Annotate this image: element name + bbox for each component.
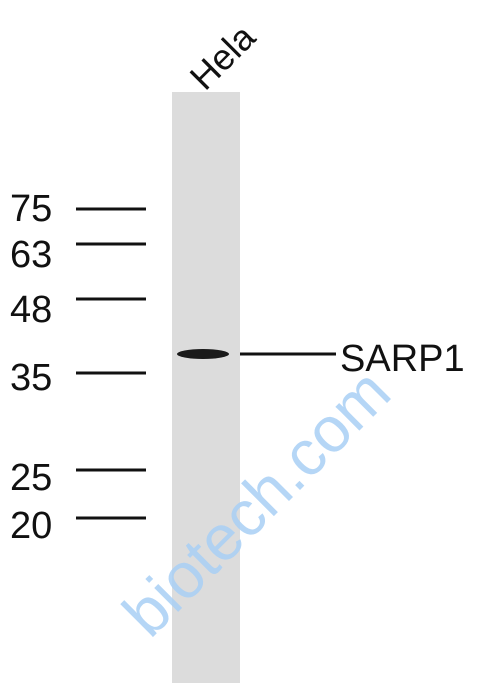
marker-label: 48 — [10, 289, 52, 331]
band — [177, 349, 229, 359]
marker-label: 75 — [10, 188, 52, 230]
marker-label: 35 — [10, 357, 52, 399]
marker-label: 20 — [10, 505, 52, 547]
blot-figure: Hela 75 63 48 35 25 20 SARP1 biotech.com — [0, 0, 493, 683]
watermark: biotech.com — [109, 355, 404, 650]
marker-label: 63 — [10, 234, 52, 276]
lane-label: Hela — [182, 16, 264, 98]
marker-label: 25 — [10, 457, 52, 499]
